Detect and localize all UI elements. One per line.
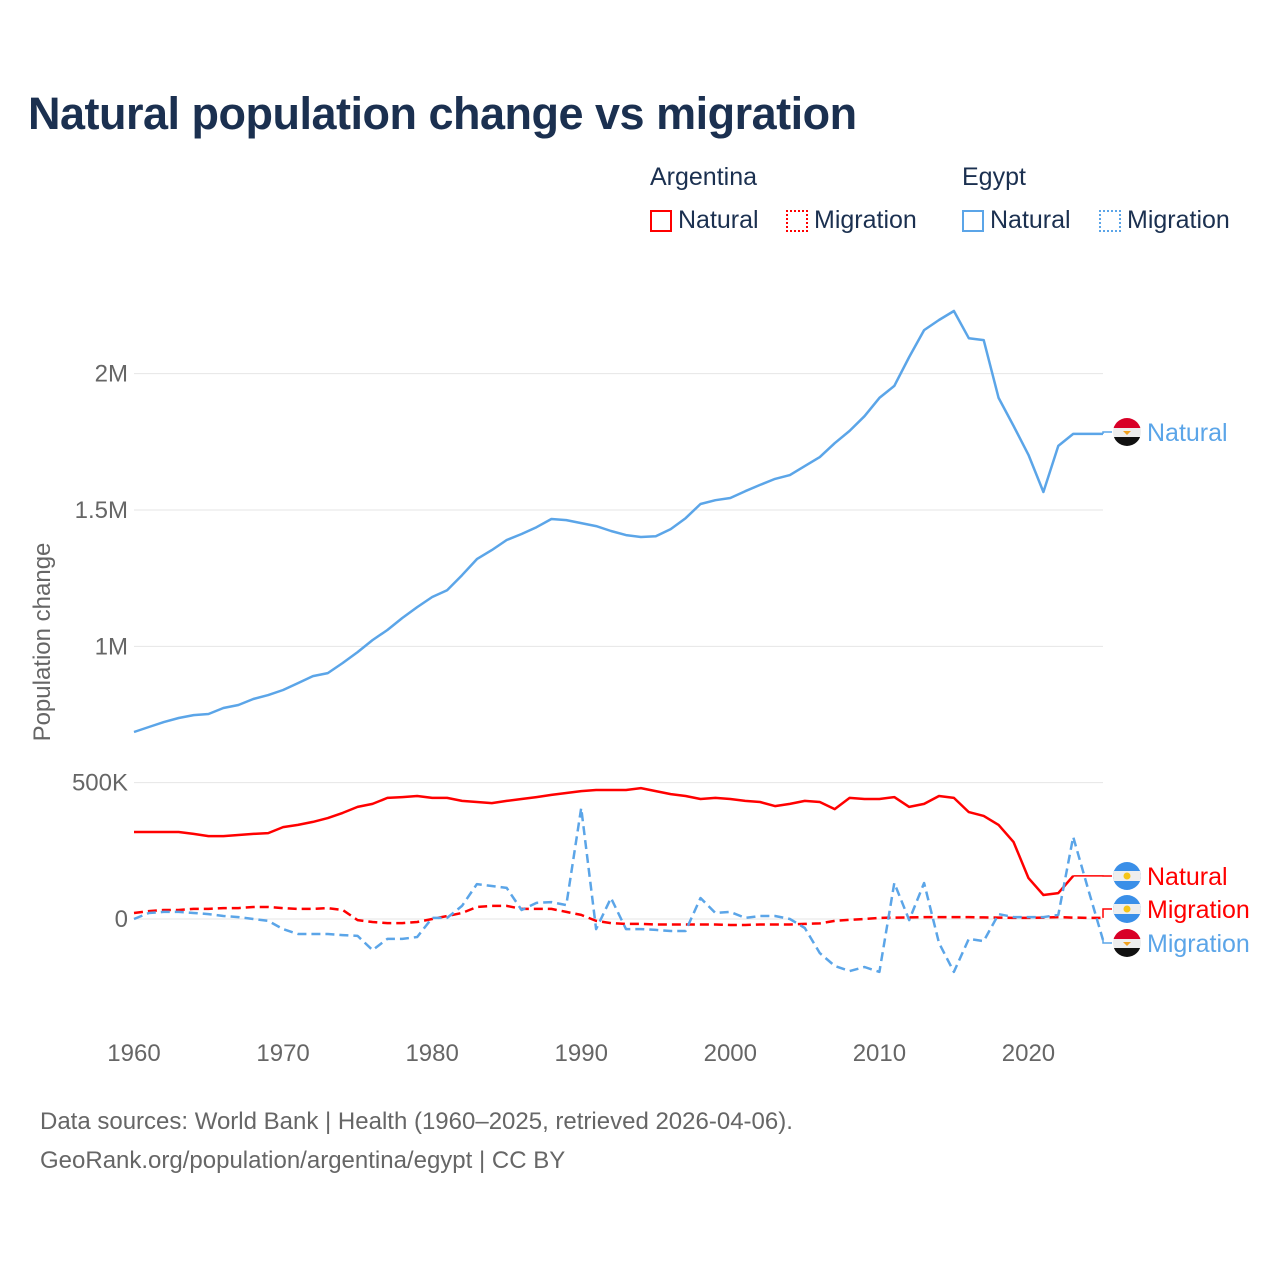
footer-link[interactable]: GeoRank.org/population/argentina/egypt |… [40, 1147, 566, 1174]
y-tick-label: 0 [115, 906, 128, 933]
label-connector [1102, 431, 1112, 434]
label-connector [1102, 939, 1112, 944]
series-end-label: Migration [1147, 896, 1250, 924]
series-line-egypt-migration [133, 806, 1105, 974]
x-tick-label: 2020 [1002, 1040, 1055, 1067]
legend-label: Natural [990, 206, 1071, 234]
series-line-egypt-natural [133, 309, 1103, 734]
legend-argentina-migration[interactable]: Migration [786, 206, 917, 235]
chart-title: Natural population change vs migration [28, 88, 857, 139]
series-end-label: Migration [1147, 930, 1250, 958]
y-tick-label: 1M [95, 633, 128, 660]
legend-egypt-migration[interactable]: Migration [1099, 206, 1230, 235]
series-end-label: Natural [1147, 419, 1228, 447]
y-tick-label: 500K [72, 770, 128, 797]
footer-sources: Data sources: World Bank | Health (1960–… [40, 1108, 793, 1135]
argentina-flag-icon [1113, 895, 1141, 923]
x-tick-label: 2000 [704, 1040, 757, 1067]
legend-swatch-solid-red [650, 209, 672, 232]
legend-swatch-dotted-blue [1099, 209, 1121, 232]
y-tick-label: 1.5M [75, 497, 128, 524]
egypt-flag-icon [1113, 929, 1141, 957]
legend-label: Migration [814, 206, 917, 234]
y-axis-label: Population change [29, 543, 56, 742]
y-tick-label: 2M [95, 361, 128, 388]
legend-group-argentina: Argentina [650, 163, 758, 191]
x-tick-label: 1990 [555, 1040, 608, 1067]
egypt-flag-icon [1113, 418, 1141, 446]
x-tick-label: 1970 [256, 1040, 309, 1067]
series-line-argentina-migration [133, 904, 1103, 927]
legend-group-egypt: Egypt [962, 163, 1026, 191]
series-end-label: Natural [1147, 863, 1228, 891]
legend-swatch-dotted-red [786, 209, 808, 232]
x-tick-label: 2010 [853, 1040, 906, 1067]
legend-label: Natural [678, 206, 759, 234]
legend-swatch-solid-blue [962, 209, 984, 232]
label-connector [1102, 908, 1112, 918]
argentina-flag-icon [1113, 862, 1141, 890]
x-tick-label: 1980 [405, 1040, 458, 1067]
legend-argentina-natural[interactable]: Natural [650, 206, 759, 235]
legend-label: Migration [1127, 206, 1230, 234]
series-line-argentina-natural [134, 786, 1075, 897]
legend-egypt-natural[interactable]: Natural [962, 206, 1071, 235]
x-tick-label: 1960 [107, 1040, 160, 1067]
